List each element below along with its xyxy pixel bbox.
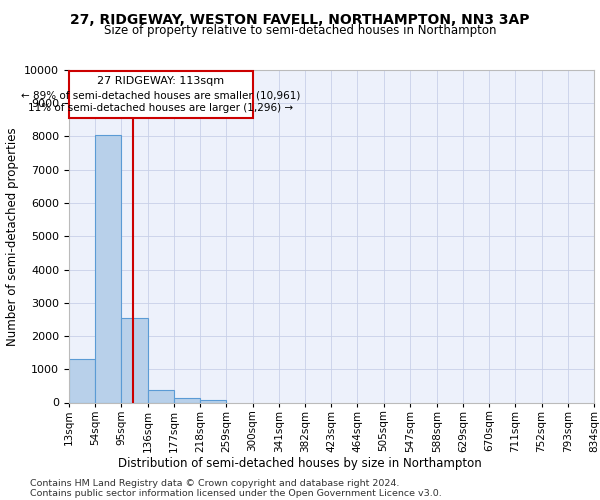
Bar [148, 390, 174, 402]
Text: Contains public sector information licensed under the Open Government Licence v3: Contains public sector information licen… [30, 489, 442, 498]
Bar [95, 135, 121, 402]
Bar [121, 318, 148, 402]
Bar [69, 360, 95, 403]
FancyBboxPatch shape [69, 70, 253, 118]
Text: Size of property relative to semi-detached houses in Northampton: Size of property relative to semi-detach… [104, 24, 496, 37]
Text: Contains HM Land Registry data © Crown copyright and database right 2024.: Contains HM Land Registry data © Crown c… [30, 479, 400, 488]
Text: 27, RIDGEWAY, WESTON FAVELL, NORTHAMPTON, NN3 3AP: 27, RIDGEWAY, WESTON FAVELL, NORTHAMPTON… [70, 13, 530, 27]
Text: 11% of semi-detached houses are larger (1,296) →: 11% of semi-detached houses are larger (… [28, 103, 293, 113]
Y-axis label: Number of semi-detached properties: Number of semi-detached properties [6, 127, 19, 346]
Text: 27 RIDGEWAY: 113sqm: 27 RIDGEWAY: 113sqm [97, 76, 224, 86]
Text: Distribution of semi-detached houses by size in Northampton: Distribution of semi-detached houses by … [118, 458, 482, 470]
Bar [174, 398, 200, 402]
Bar [200, 400, 226, 402]
Text: ← 89% of semi-detached houses are smaller (10,961): ← 89% of semi-detached houses are smalle… [21, 90, 301, 101]
